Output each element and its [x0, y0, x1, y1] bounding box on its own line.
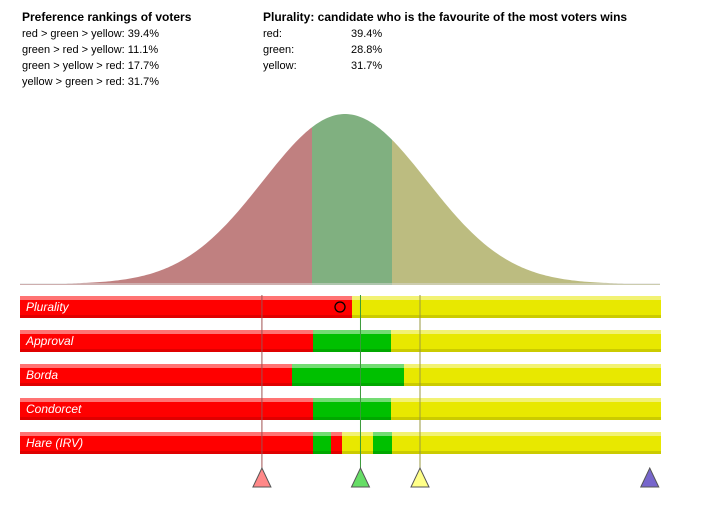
ranking-item: red > green > yellow: 39.4%	[22, 28, 159, 40]
bar-segment-yellow	[391, 398, 661, 420]
method-bar-hare-irv: Hare (IRV)	[20, 432, 661, 454]
ranking-item: green > yellow > red: 17.7%	[22, 60, 159, 72]
method-bar-plurality: Plurality	[20, 296, 661, 318]
summary-value-yellow: 31.7%	[351, 60, 383, 72]
rankings-heading: Preference rankings of voters	[22, 10, 192, 24]
method-label: Condorcet	[26, 402, 82, 416]
summary-value-red: 39.4%	[351, 28, 383, 40]
bar-segment-red	[20, 330, 314, 352]
method-label: Plurality	[26, 300, 69, 314]
bar-segment-green	[313, 432, 332, 454]
bar-segment-yellow	[404, 364, 661, 386]
bar-segment-green	[292, 364, 405, 386]
method-bar-borda: Borda	[20, 364, 661, 386]
ranking-item: green > red > yellow: 11.1%	[22, 44, 159, 56]
summary-name-green: green:	[263, 44, 295, 56]
bar-segment-green	[313, 398, 392, 420]
candidate-handle-red[interactable]	[252, 466, 272, 488]
bar-segment-red	[20, 398, 314, 420]
bar-segment-yellow	[341, 432, 374, 454]
bar-segment-green	[313, 330, 392, 352]
bar-segment-red	[331, 432, 343, 454]
bar-segment-green	[372, 432, 393, 454]
bar-segment-red	[20, 432, 314, 454]
bar-segment-yellow	[391, 330, 661, 352]
method-label: Approval	[26, 334, 74, 348]
bar-segment-red	[20, 296, 353, 318]
ranking-item: yellow > green > red: 31.7%	[22, 76, 159, 88]
method-label: Borda	[26, 368, 59, 382]
summary-name-red: red:	[263, 28, 282, 40]
candidate-handle-green[interactable]	[350, 466, 371, 488]
bar-segment-red	[20, 364, 293, 386]
candidate-handle-yellow[interactable]	[410, 466, 430, 488]
curve-region-green	[312, 114, 392, 285]
bar-segment-yellow	[391, 432, 661, 454]
summary-name-yellow: yellow:	[263, 60, 297, 72]
method-bar-condorcet: Condorcet	[20, 398, 661, 420]
bar-segment-yellow	[352, 296, 661, 318]
summary-value-green: 28.8%	[351, 44, 383, 56]
plurality-summary-heading: Plurality: candidate who is the favourit…	[263, 10, 628, 24]
method-bar-approval: Approval	[20, 330, 661, 352]
curve-region-yellow	[392, 114, 660, 285]
method-label: Hare (IRV)	[26, 436, 84, 450]
candidate-handle-purple[interactable]	[639, 466, 660, 488]
curve-region-red	[20, 114, 312, 285]
